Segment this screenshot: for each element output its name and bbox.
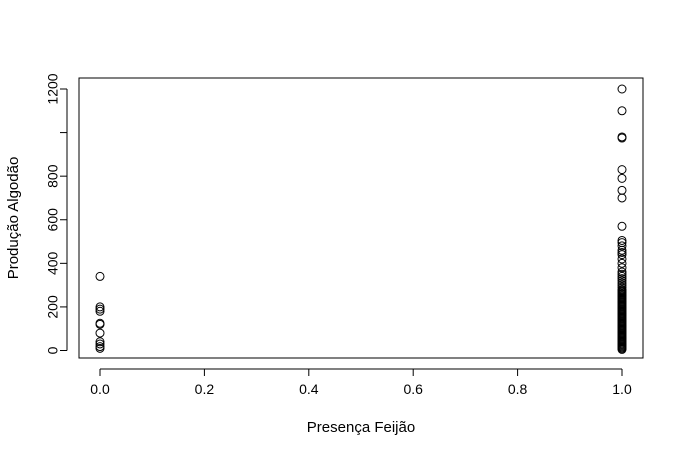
y-tick-label: 800 xyxy=(45,164,61,188)
data-point xyxy=(617,193,627,203)
data-point xyxy=(617,278,627,288)
y-tick-label: 200 xyxy=(45,295,61,319)
data-points xyxy=(95,84,627,354)
x-axis-label: Presença Feijão xyxy=(307,419,415,436)
data-point xyxy=(617,284,627,294)
data-point xyxy=(95,337,105,347)
data-point xyxy=(617,254,627,264)
data-point xyxy=(95,306,105,316)
x-tick-label: 0.4 xyxy=(299,381,319,397)
data-point xyxy=(95,304,105,314)
data-point xyxy=(617,280,627,290)
y-tick-label: 0 xyxy=(45,346,61,354)
data-point xyxy=(617,106,627,116)
x-tick-label: 0.6 xyxy=(403,381,423,397)
data-point xyxy=(617,269,627,279)
data-point xyxy=(617,132,627,142)
data-point xyxy=(617,276,627,286)
x-tick-label: 1.0 xyxy=(612,381,632,397)
x-tick-label: 0.8 xyxy=(508,381,528,397)
data-point xyxy=(617,271,627,281)
data-point xyxy=(617,173,627,183)
data-point xyxy=(95,271,105,281)
data-point xyxy=(617,258,627,268)
y-axis: 0 200 400 600 800 1200 xyxy=(45,73,68,354)
data-point xyxy=(617,267,627,277)
data-point xyxy=(95,339,105,349)
data-point xyxy=(617,84,627,94)
data-point xyxy=(617,241,627,251)
y-axis-label: Produção Algodão xyxy=(5,157,22,280)
plot-frame xyxy=(78,77,644,359)
x-tick-label: 0.0 xyxy=(90,381,110,397)
x-axis: 0.0 0.2 0.4 0.6 0.8 1.0 xyxy=(90,368,632,397)
y-tick-label: 600 xyxy=(45,208,61,232)
y-tick-label: 1200 xyxy=(45,73,61,104)
data-point xyxy=(617,185,627,195)
data-point xyxy=(95,302,105,312)
data-point xyxy=(95,328,105,338)
data-point xyxy=(617,238,627,248)
y-tick-label: 400 xyxy=(45,251,61,275)
data-point xyxy=(617,221,627,231)
data-point xyxy=(617,235,627,245)
x-tick-label: 0.2 xyxy=(195,381,215,397)
data-point xyxy=(95,342,105,352)
data-point xyxy=(617,165,627,175)
data-point xyxy=(617,263,627,273)
data-point xyxy=(617,274,627,284)
data-point xyxy=(617,247,627,257)
data-point xyxy=(95,318,105,328)
data-point xyxy=(617,282,627,292)
data-point xyxy=(617,250,627,260)
